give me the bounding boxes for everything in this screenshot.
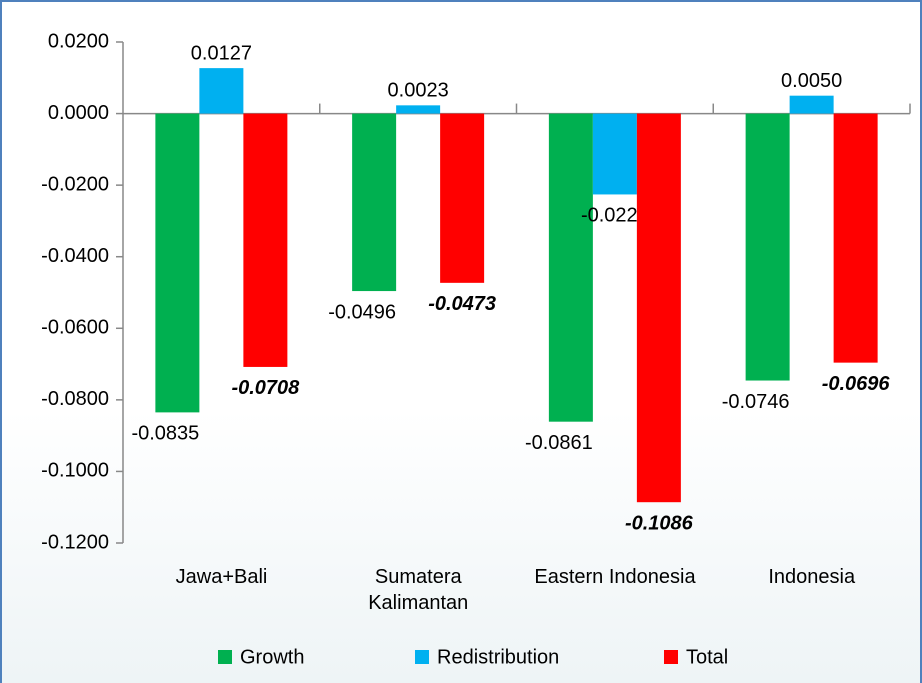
bar: [396, 105, 441, 114]
data-label: -0.0696: [822, 373, 891, 395]
y-tick-label: -0.1200: [41, 531, 109, 553]
bar: [352, 113, 397, 292]
data-label: 0.0023: [388, 80, 449, 102]
y-tick-label: -0.0800: [41, 388, 109, 410]
data-label: -0.0708: [231, 377, 300, 399]
y-tick-label: 0.0000: [48, 102, 109, 124]
data-label: -0.0835: [131, 423, 199, 445]
y-tick-label: 0.0200: [48, 30, 109, 52]
bar: [636, 113, 681, 503]
bar: [745, 113, 790, 381]
bar: [592, 113, 637, 195]
data-label: 0.0050: [781, 70, 842, 92]
bar: [199, 68, 244, 114]
data-label: 0.0127: [191, 42, 252, 64]
data-label: -0.1086: [625, 512, 694, 534]
data-label: -0.0746: [722, 391, 790, 413]
data-label: -0.0226: [581, 205, 649, 227]
legend-swatch: [415, 650, 429, 664]
x-tick-label: Eastern Indonesia: [534, 566, 696, 588]
legend-swatch: [664, 650, 678, 664]
data-label: -0.0496: [328, 301, 396, 323]
bar: [440, 113, 485, 283]
legend-label: Total: [686, 646, 728, 668]
data-label: -0.0473: [428, 293, 496, 315]
y-tick-label: -0.0200: [41, 173, 109, 195]
bar: [833, 113, 878, 363]
bar: [548, 113, 593, 422]
bar: [243, 113, 288, 367]
legend-label: Growth: [240, 646, 304, 668]
data-label: -0.0861: [525, 432, 593, 454]
bar: [789, 95, 834, 114]
x-tick-label: Sumatera Kalimantan: [368, 566, 469, 614]
y-tick-label: -0.1000: [41, 460, 109, 482]
y-tick-label: -0.0400: [41, 245, 109, 267]
y-tick-label: -0.0600: [41, 317, 109, 339]
legend-swatch: [218, 650, 232, 664]
bar: [155, 113, 200, 413]
legend-label: Redistribution: [437, 646, 559, 668]
x-tick-label: Jawa+Bali: [175, 566, 268, 588]
x-tick-label: Indonesia: [768, 566, 856, 588]
